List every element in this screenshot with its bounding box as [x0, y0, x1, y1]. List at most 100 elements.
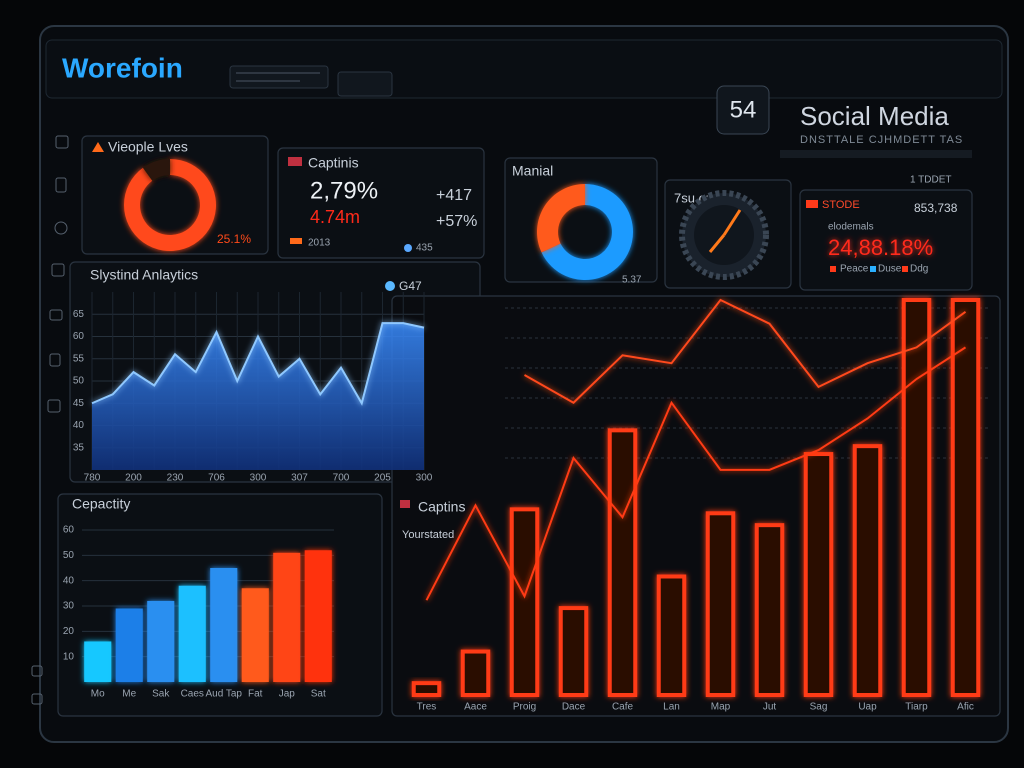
- bar: [901, 298, 932, 697]
- x-tick-label: Jut: [763, 702, 777, 713]
- x-tick-label: Tiarp: [905, 702, 928, 713]
- card-annotation: 5.37: [622, 275, 642, 286]
- card-title: Manial: [512, 163, 553, 179]
- sidebar: [31, 135, 69, 705]
- card-title: STODE: [822, 199, 860, 211]
- x-tick-label: Lan: [663, 702, 680, 713]
- search-box[interactable]: [229, 65, 329, 89]
- bar: [115, 608, 143, 682]
- card-value: +417: [436, 187, 472, 204]
- card-value: 24,88.18%: [828, 235, 933, 260]
- legend-swatch: [404, 244, 412, 252]
- bar: [304, 550, 332, 682]
- x-tick-label: Fat: [248, 689, 263, 700]
- badge: [716, 85, 770, 135]
- area-line: [91, 322, 425, 406]
- nav-icon[interactable]: [49, 309, 63, 321]
- card-value: 435: [416, 243, 433, 254]
- clock-hand: [708, 234, 726, 253]
- bar: [411, 681, 442, 698]
- y-tick-label: 50: [63, 550, 75, 561]
- bar: [460, 649, 491, 697]
- legend-swatch: [385, 281, 395, 291]
- y-tick-label: 30: [63, 601, 75, 612]
- nav-icon[interactable]: [55, 177, 67, 193]
- bar: [558, 606, 589, 697]
- nav-icon[interactable]: [31, 693, 43, 705]
- card-value: 4.74m: [310, 207, 360, 227]
- bar: [803, 452, 834, 697]
- x-tick-label: Aace: [464, 702, 487, 713]
- x-tick-label: Mo: [91, 689, 105, 700]
- x-tick-label: 300: [250, 473, 267, 484]
- chart-title: Captins: [418, 499, 465, 515]
- card: [277, 147, 485, 259]
- nav-icon[interactable]: [51, 263, 65, 277]
- flag-icon: [806, 200, 818, 208]
- legend-label: Peace: [840, 264, 869, 275]
- x-tick-label: Proig: [513, 702, 536, 713]
- card-title: Vieople Lves: [108, 139, 188, 155]
- badge-number: 54: [730, 96, 757, 123]
- bar: [178, 585, 206, 682]
- subheading: DNSTTALE CJHMDETT TAS: [800, 134, 963, 146]
- card-value: 2,79%: [310, 177, 378, 204]
- x-tick-label: 230: [167, 473, 184, 484]
- y-tick-label: 20: [63, 626, 75, 637]
- legend-swatch: [870, 266, 876, 272]
- x-tick-label: Sak: [152, 689, 170, 700]
- nav-icon[interactable]: [31, 665, 43, 677]
- line: [524, 298, 967, 404]
- card-value: +57%: [436, 213, 477, 230]
- x-tick-label: Jap: [279, 689, 296, 700]
- pie-slice: [537, 184, 585, 253]
- clock-hand: [722, 209, 742, 236]
- card-value: 2013: [308, 238, 331, 249]
- y-tick-label: 60: [73, 331, 85, 342]
- card: [799, 189, 973, 291]
- filter-button[interactable]: [337, 71, 393, 97]
- chart-title: Cepactity: [72, 496, 130, 512]
- nav-icon[interactable]: [49, 353, 61, 367]
- legend-label: G47: [399, 279, 422, 293]
- x-tick-label: Tres: [417, 702, 437, 713]
- legend-swatch: [290, 238, 302, 244]
- divider: [780, 150, 972, 158]
- pie-slice: [142, 159, 170, 181]
- y-tick-label: 40: [73, 420, 85, 431]
- y-tick-label: 50: [73, 376, 85, 387]
- line: [425, 346, 967, 601]
- header-bar: [45, 39, 1003, 99]
- legend-swatch: [830, 266, 836, 272]
- x-tick-label: Uap: [858, 702, 877, 713]
- nav-icon[interactable]: [55, 135, 69, 149]
- y-tick-label: 45: [73, 398, 85, 409]
- app-title: Worefoin: [62, 52, 183, 83]
- x-tick-label: 780: [84, 473, 101, 484]
- card-caption: elodemals: [828, 222, 874, 233]
- bar: [509, 507, 540, 697]
- card-title: Captinis: [308, 155, 359, 171]
- nav-icon[interactable]: [54, 221, 68, 235]
- x-tick-label: Sag: [810, 702, 828, 713]
- y-tick-label: 40: [63, 575, 75, 586]
- area: [92, 323, 424, 470]
- x-tick-label: Caes: [181, 689, 204, 700]
- legend-label: Duse: [878, 264, 902, 275]
- x-tick-label: Aud Tap: [205, 689, 242, 700]
- heading: Social Media: [800, 101, 949, 131]
- bar: [84, 641, 112, 682]
- card-figure: 853,738: [914, 201, 958, 215]
- pie-slice: [124, 159, 216, 251]
- bar: [273, 552, 301, 682]
- nav-icon[interactable]: [47, 399, 61, 413]
- y-tick-label: 35: [73, 442, 85, 453]
- x-tick-label: 300: [416, 473, 433, 484]
- y-tick-label: 60: [63, 525, 75, 536]
- legend-swatch: [902, 266, 908, 272]
- bar: [852, 444, 883, 697]
- flag-icon: [288, 157, 302, 166]
- chart-subtitle: Yourstated: [402, 529, 454, 541]
- x-tick-label: 200: [125, 473, 142, 484]
